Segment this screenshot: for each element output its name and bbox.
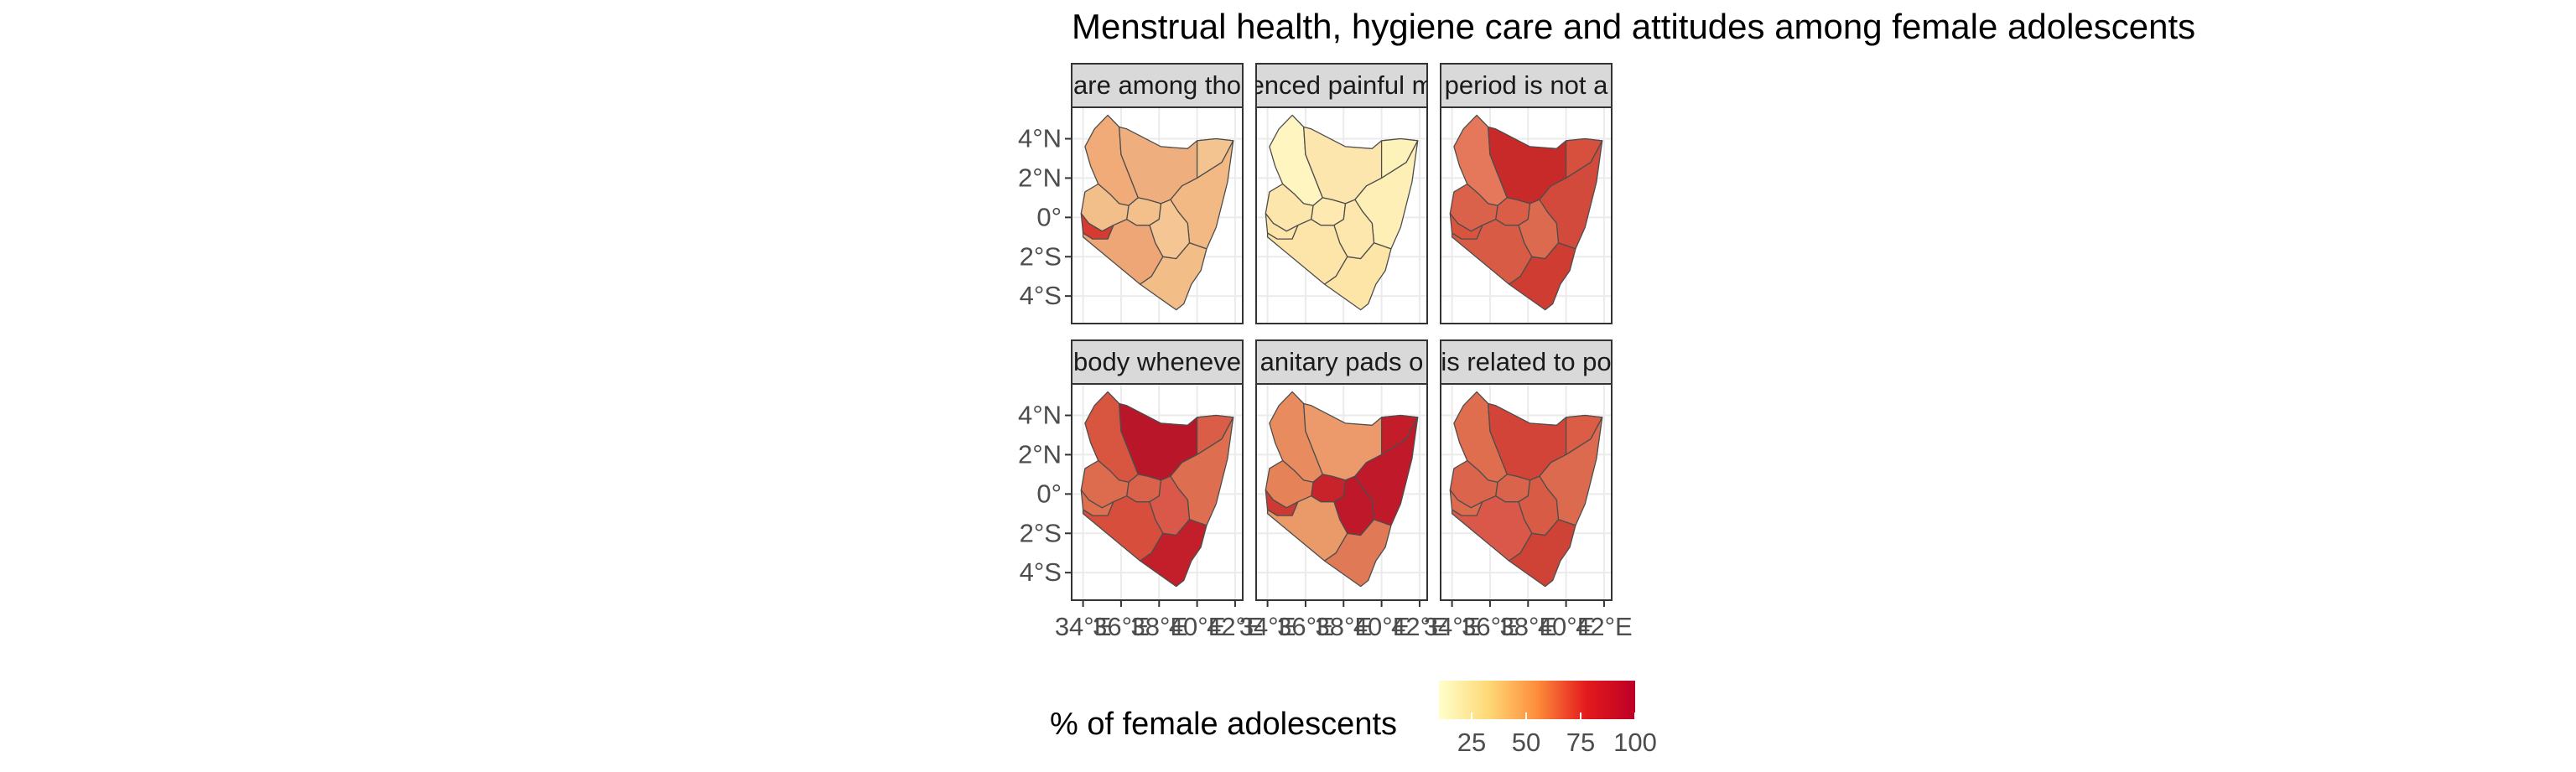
legend-ticks: 25 50 75 100: [1457, 712, 1657, 757]
facet-strip-label: are among tho: [1073, 70, 1241, 100]
facet-strip: [1440, 339, 1613, 385]
map-panel: is related to po: [1440, 339, 1613, 601]
y-tick-label: 4°S: [1020, 281, 1062, 310]
x-tick-label: 36°E: [1277, 612, 1334, 641]
map-panel: enced painful m: [1250, 63, 1434, 324]
x-tick-label: 40°E: [1169, 612, 1226, 641]
legend-tick-label: 25: [1457, 728, 1486, 757]
legend-tick-label: 75: [1566, 728, 1595, 757]
y-tick-label: 4°S: [1020, 557, 1062, 587]
x-tick-label: 36°E: [1462, 612, 1519, 641]
facet-strip: [1440, 63, 1613, 108]
panel-border: [1440, 106, 1613, 324]
panel-border: [1255, 106, 1428, 324]
map-panel: anitary pads o: [1255, 339, 1428, 601]
region-shape: [1323, 519, 1392, 588]
y-tick-label: 2°S: [1020, 518, 1062, 547]
x-tick-label: 34°E: [1055, 612, 1112, 641]
x-tick-label: 38°E: [1315, 612, 1372, 641]
y-tick-label: 0°: [1036, 479, 1062, 508]
y-tick-label: 2°N: [1018, 439, 1062, 469]
facet-strip-label: enced painful m: [1250, 70, 1434, 100]
facet-strip-label: anitary pads o: [1260, 347, 1424, 376]
legend-tick-label: 50: [1512, 728, 1540, 757]
panel-border: [1440, 383, 1613, 601]
map-panel: period is not a: [1440, 63, 1613, 324]
panel-border: [1071, 106, 1244, 324]
latitude-axis: 4°N 2°N 0° 2°S 4°S 4°N 2°N 0° 2°S 4°S: [1018, 124, 1072, 587]
map-panel: body wheneve: [1071, 339, 1244, 601]
legend-color-bar: [1439, 681, 1635, 719]
color-legend: % of female adolescents 25 50 75 100: [1050, 681, 1657, 757]
y-tick-label: 2°S: [1020, 241, 1062, 271]
y-tick-label: 2°N: [1018, 163, 1062, 192]
facet-strip: [1071, 339, 1244, 385]
x-tick-label: 40°E: [1538, 612, 1595, 641]
x-tick-label: 42°E: [1391, 612, 1448, 641]
y-tick-label: 0°: [1036, 202, 1062, 231]
facet-strip: [1071, 63, 1244, 108]
map-panels: are among tho enced painful m period is no…: [1071, 63, 1613, 601]
map-panel: are among tho: [1071, 63, 1244, 324]
legend-title: % of female adolescents: [1050, 707, 1397, 742]
x-tick-label: 34°E: [1424, 612, 1481, 641]
panel-border: [1255, 383, 1428, 601]
facet-strip-label: is related to po: [1441, 347, 1611, 376]
region-shape: [1139, 242, 1208, 311]
y-tick-label: 4°N: [1018, 124, 1062, 153]
region-shape: [1508, 519, 1576, 588]
x-tick-label: 38°E: [1130, 612, 1187, 641]
panel-border: [1071, 383, 1244, 601]
x-tick-label: 36°E: [1093, 612, 1150, 641]
legend-tick-label: 100: [1613, 728, 1657, 757]
facet-strip: [1255, 339, 1428, 385]
x-tick-label: 38°E: [1499, 612, 1556, 641]
region-shape: [1139, 519, 1208, 588]
region-shape: [1508, 242, 1576, 311]
x-tick-label: 34°E: [1239, 612, 1296, 641]
facet-strip-label: body wheneve: [1073, 347, 1241, 376]
region-shape: [1323, 242, 1392, 311]
facet-strip-label: period is not a: [1445, 70, 1608, 100]
x-tick-label: 42°E: [1576, 612, 1633, 641]
x-tick-label: 40°E: [1353, 612, 1410, 641]
y-tick-label: 4°N: [1018, 401, 1062, 430]
figure-title: Menstrual health, hygiene care and attit…: [1072, 7, 2195, 46]
x-tick-label: 42°E: [1207, 612, 1264, 641]
longitude-axis: 34°E36°E38°E40°E42°E34°E36°E38°E40°E42°E…: [1055, 600, 1633, 641]
